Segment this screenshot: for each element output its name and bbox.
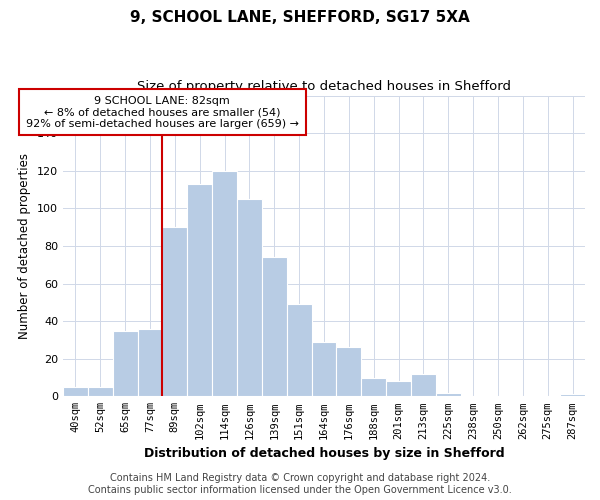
Bar: [361, 378, 386, 396]
Text: Contains HM Land Registry data © Crown copyright and database right 2024.
Contai: Contains HM Land Registry data © Crown c…: [88, 474, 512, 495]
Bar: [386, 382, 411, 396]
Bar: [63, 387, 88, 396]
Bar: [262, 257, 287, 396]
Bar: [560, 394, 585, 396]
Bar: [137, 328, 163, 396]
X-axis label: Distribution of detached houses by size in Shefford: Distribution of detached houses by size …: [143, 447, 504, 460]
Bar: [237, 199, 262, 396]
Bar: [287, 304, 311, 396]
Bar: [163, 227, 187, 396]
Text: 9, SCHOOL LANE, SHEFFORD, SG17 5XA: 9, SCHOOL LANE, SHEFFORD, SG17 5XA: [130, 10, 470, 25]
Bar: [337, 348, 361, 397]
Text: 9 SCHOOL LANE: 82sqm
← 8% of detached houses are smaller (54)
92% of semi-detach: 9 SCHOOL LANE: 82sqm ← 8% of detached ho…: [26, 96, 299, 129]
Y-axis label: Number of detached properties: Number of detached properties: [19, 153, 31, 339]
Bar: [212, 170, 237, 396]
Bar: [88, 387, 113, 396]
Bar: [187, 184, 212, 396]
Bar: [436, 392, 461, 396]
Title: Size of property relative to detached houses in Shefford: Size of property relative to detached ho…: [137, 80, 511, 93]
Bar: [411, 374, 436, 396]
Bar: [113, 330, 137, 396]
Bar: [311, 342, 337, 396]
